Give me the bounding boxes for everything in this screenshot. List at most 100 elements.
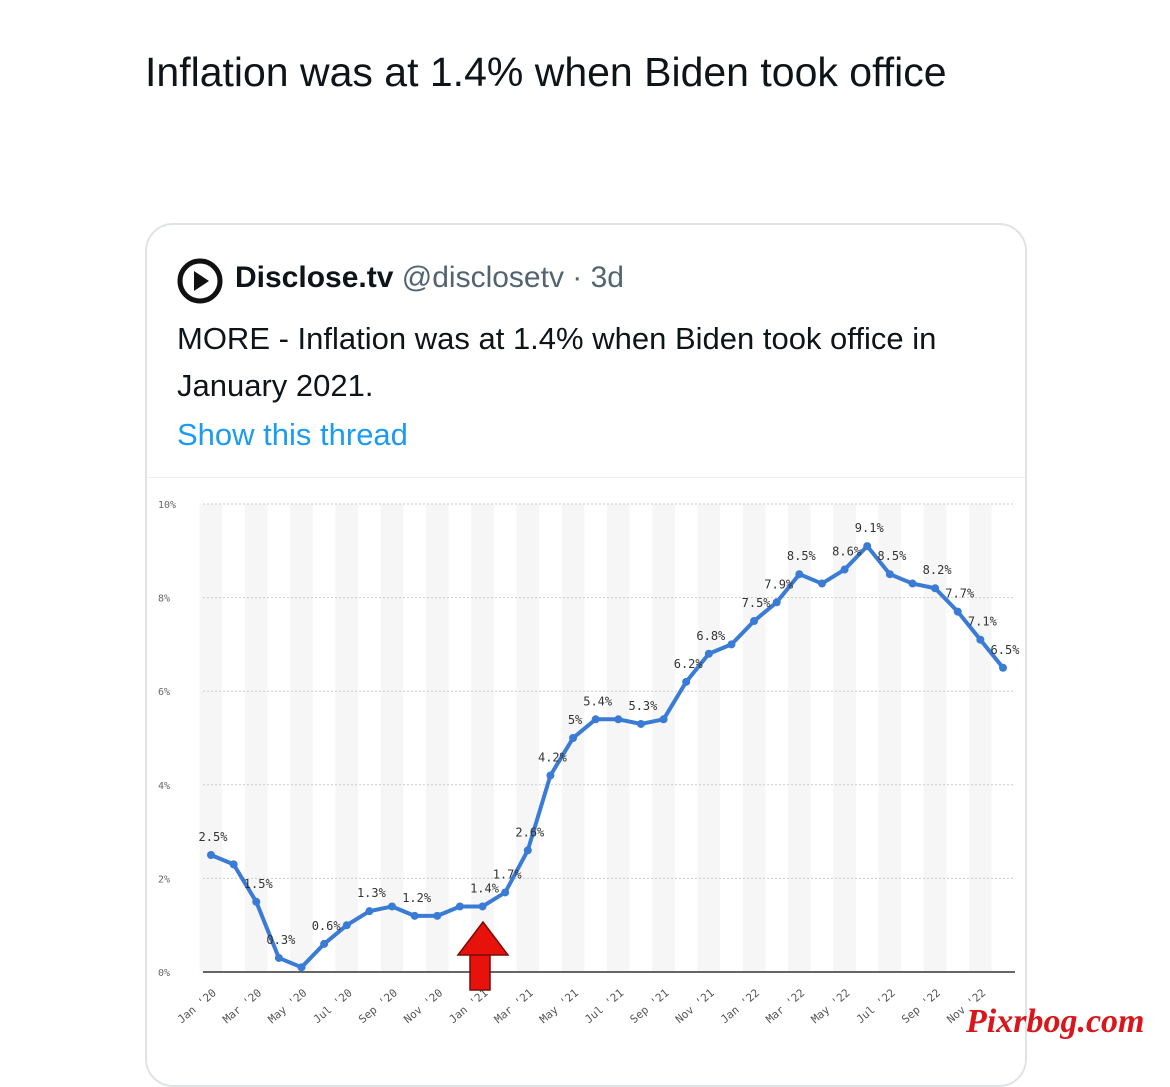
band (788, 504, 811, 972)
point (365, 907, 374, 916)
point (659, 715, 668, 724)
value-label: 7.1% (968, 615, 998, 629)
y-tick-label: 6% (158, 687, 170, 698)
point (207, 851, 215, 859)
watermark: Pixrbog.com (966, 1003, 1145, 1040)
point (388, 902, 397, 911)
band (290, 504, 313, 972)
x-tick-label: May '22 (809, 986, 853, 1026)
value-label: 1.5% (244, 877, 274, 891)
point (840, 565, 849, 574)
point (274, 953, 283, 962)
band (833, 504, 856, 972)
point (682, 677, 691, 686)
x-tick-label: Jul '22 (854, 986, 898, 1026)
author-handle[interactable]: @disclosetv (401, 261, 564, 294)
value-label: 8.6% (832, 545, 862, 559)
band (244, 504, 268, 972)
divider (147, 477, 1025, 478)
avatar[interactable] (177, 258, 223, 304)
x-tick-label: Nov '20 (401, 986, 445, 1026)
x-tick-label: Mar '21 (492, 986, 536, 1026)
point (297, 963, 306, 972)
x-tick-label: Mar '22 (763, 986, 807, 1026)
point (591, 715, 600, 724)
y-tick-label: 2% (158, 874, 170, 885)
value-label: 1.4% (470, 881, 500, 895)
point (931, 584, 940, 593)
value-label: 5.4% (583, 694, 613, 708)
band (516, 504, 540, 972)
point (953, 607, 962, 616)
value-label: 6.8% (696, 629, 726, 643)
x-tick-label: Jan '22 (718, 986, 762, 1026)
band (969, 504, 992, 972)
band (199, 504, 223, 972)
y-tick-label: 10% (158, 500, 176, 511)
quoted-text: MORE - Inflation was at 1.4% when Biden … (177, 321, 937, 403)
value-label: 1.3% (357, 886, 387, 900)
band (923, 504, 947, 972)
band (335, 504, 359, 972)
value-label: 1.2% (402, 891, 432, 905)
point (772, 598, 781, 607)
point (478, 902, 487, 911)
point (999, 663, 1007, 672)
point (727, 640, 736, 649)
value-label: 0.6% (312, 919, 342, 933)
line (210, 544, 1005, 970)
value-label: 5% (568, 713, 583, 727)
x-tick-label: Sep '20 (356, 986, 400, 1026)
x-tick-label: Jan '21 (447, 986, 491, 1026)
show-thread[interactable]: Show this thread (177, 417, 408, 452)
value-label: 5.3% (628, 699, 658, 713)
point (817, 579, 826, 588)
x-tick-label: Nov '21 (673, 986, 717, 1026)
point (229, 860, 238, 869)
value-label: 6.5% (991, 643, 1021, 657)
chart: 0% 2% 4% 6% 8% 10% 2.5% 1.5% 0.3% 0.6% 1.3% 1.2% 1.4… (158, 500, 1021, 1026)
value-label: 2.5% (199, 830, 229, 844)
value-label: 7.7% (945, 587, 975, 601)
value-label: 9.1% (855, 521, 885, 535)
page: Inflation was at 1.4% when Biden took of… (145, 49, 1145, 1087)
y-tick-label: 4% (158, 781, 170, 792)
band (425, 504, 449, 972)
point (410, 911, 419, 920)
point (750, 617, 759, 625)
point (455, 902, 464, 911)
value-label: 8.5% (787, 549, 817, 563)
point (546, 771, 555, 780)
point (908, 579, 917, 588)
x-tick-label: Mar '20 (220, 986, 264, 1026)
timestamp[interactable]: · 3d (572, 261, 624, 294)
band (471, 504, 494, 972)
x-tick-label: Jul '21 (582, 986, 626, 1026)
value-label: 4.2% (538, 750, 568, 764)
header: Disclose.tv @disclosetv · 3d (235, 261, 624, 295)
arrow (456, 920, 510, 991)
x-tick-label: May '20 (266, 986, 310, 1026)
point (976, 635, 985, 644)
author-name[interactable]: Disclose.tv (235, 261, 394, 294)
band (742, 504, 766, 972)
value-label: 6.2% (674, 657, 704, 671)
value-label: 7.9% (764, 577, 794, 591)
value-label: 2.6% (515, 825, 545, 839)
value-label: 8.2% (923, 563, 953, 577)
tweet-text: Inflation was at 1.4% when Biden took of… (145, 49, 947, 95)
point (795, 570, 804, 579)
point (885, 570, 894, 579)
value-label: 7.5% (742, 596, 772, 610)
x-tick-label: Jan '20 (175, 986, 219, 1026)
x-tick-label: Sep '22 (899, 986, 943, 1026)
point (320, 939, 329, 948)
point (704, 649, 713, 658)
x-tick-label: Jul '20 (311, 986, 355, 1026)
band (652, 504, 675, 972)
value-label: 1.7% (493, 867, 523, 881)
y-tick-label: 8% (158, 594, 170, 605)
quoted-tweet[interactable]: Disclose.tv @disclosetv · 3d MORE - Infl… (145, 223, 1027, 1087)
point (501, 888, 510, 897)
band (607, 504, 630, 972)
